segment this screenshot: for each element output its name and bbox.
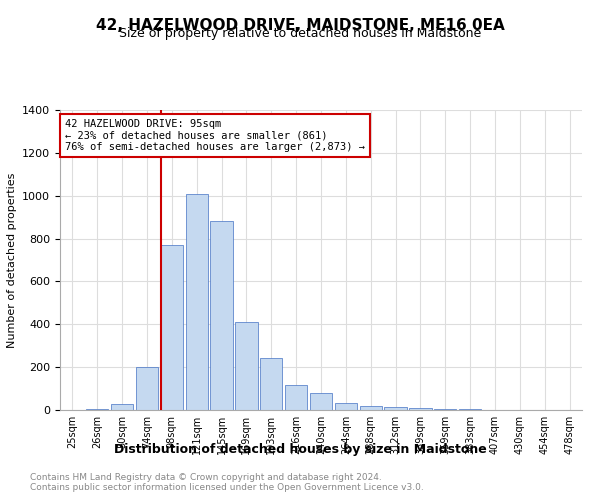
Bar <box>359 406 382 410</box>
Bar <box>235 322 257 410</box>
Bar <box>385 408 407 410</box>
Bar <box>260 358 283 410</box>
Text: Contains public sector information licensed under the Open Government Licence v3: Contains public sector information licen… <box>30 482 424 492</box>
Bar <box>335 402 357 410</box>
Text: Distribution of detached houses by size in Maidstone: Distribution of detached houses by size … <box>113 442 487 456</box>
Text: Size of property relative to detached houses in Maidstone: Size of property relative to detached ho… <box>119 28 481 40</box>
Bar <box>185 194 208 410</box>
Bar <box>434 409 457 410</box>
Bar <box>161 245 183 410</box>
Text: 42, HAZELWOOD DRIVE, MAIDSTONE, ME16 0EA: 42, HAZELWOOD DRIVE, MAIDSTONE, ME16 0EA <box>95 18 505 32</box>
Text: Contains HM Land Registry data © Crown copyright and database right 2024.: Contains HM Land Registry data © Crown c… <box>30 472 382 482</box>
Bar <box>285 386 307 410</box>
Bar <box>409 408 431 410</box>
Bar <box>211 222 233 410</box>
Bar <box>136 367 158 410</box>
Bar <box>310 393 332 410</box>
Text: Number of detached properties: Number of detached properties <box>7 172 17 348</box>
Bar <box>86 409 109 410</box>
Text: 42 HAZELWOOD DRIVE: 95sqm
← 23% of detached houses are smaller (861)
76% of semi: 42 HAZELWOOD DRIVE: 95sqm ← 23% of detac… <box>65 119 365 152</box>
Bar <box>111 404 133 410</box>
